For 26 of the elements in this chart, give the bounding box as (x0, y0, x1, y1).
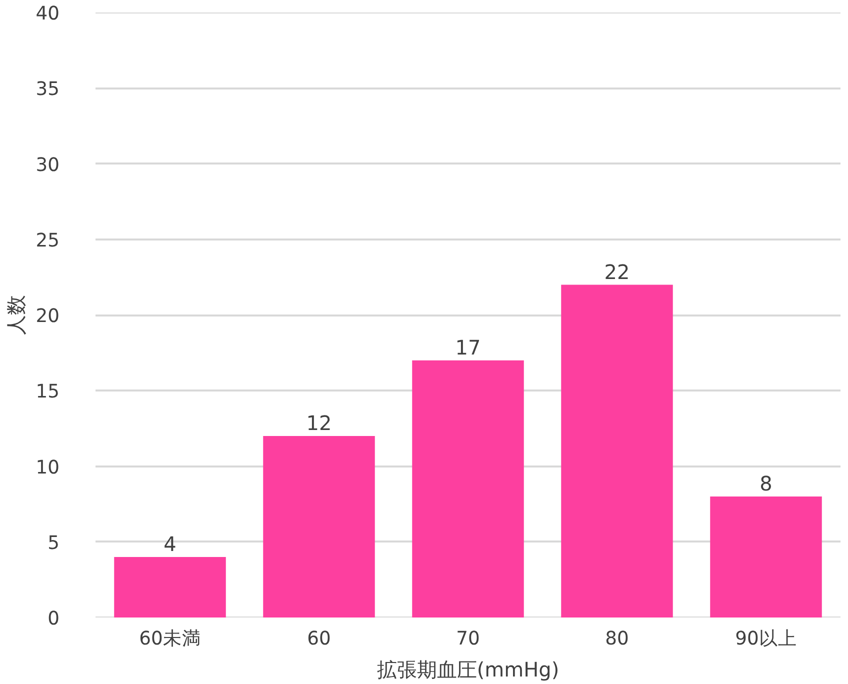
y-tick-label: 25 (36, 230, 60, 252)
data-label: 17 (455, 335, 481, 360)
bar (114, 557, 226, 618)
data-label: 22 (604, 260, 630, 284)
bar (561, 284, 673, 618)
x-axis-title: 拡張期血圧(mmHg) (376, 658, 560, 682)
bar (710, 496, 822, 618)
x-tick-label: 60 (307, 628, 331, 650)
y-tick-label: 10 (36, 457, 60, 478)
y-axis-title: 人数 (4, 295, 28, 335)
y-tick-label: 30 (36, 154, 60, 176)
x-tick-label: 90以上 (735, 628, 797, 650)
data-label: 4 (164, 532, 176, 556)
data-label: 12 (306, 411, 332, 435)
y-tick-label: 35 (36, 79, 60, 100)
y-tick-label: 5 (48, 532, 60, 554)
x-tick-label: 70 (456, 628, 480, 650)
y-tick-label: 40 (36, 4, 60, 24)
bar (412, 360, 524, 618)
y-tick-label: 15 (36, 382, 60, 403)
y-tick-label: 0 (48, 608, 60, 630)
data-label: 8 (760, 472, 772, 496)
x-tick-label: 80 (605, 628, 629, 650)
bar (263, 436, 375, 618)
x-tick-label: 60未満 (139, 628, 201, 650)
y-tick-label: 20 (36, 306, 60, 327)
